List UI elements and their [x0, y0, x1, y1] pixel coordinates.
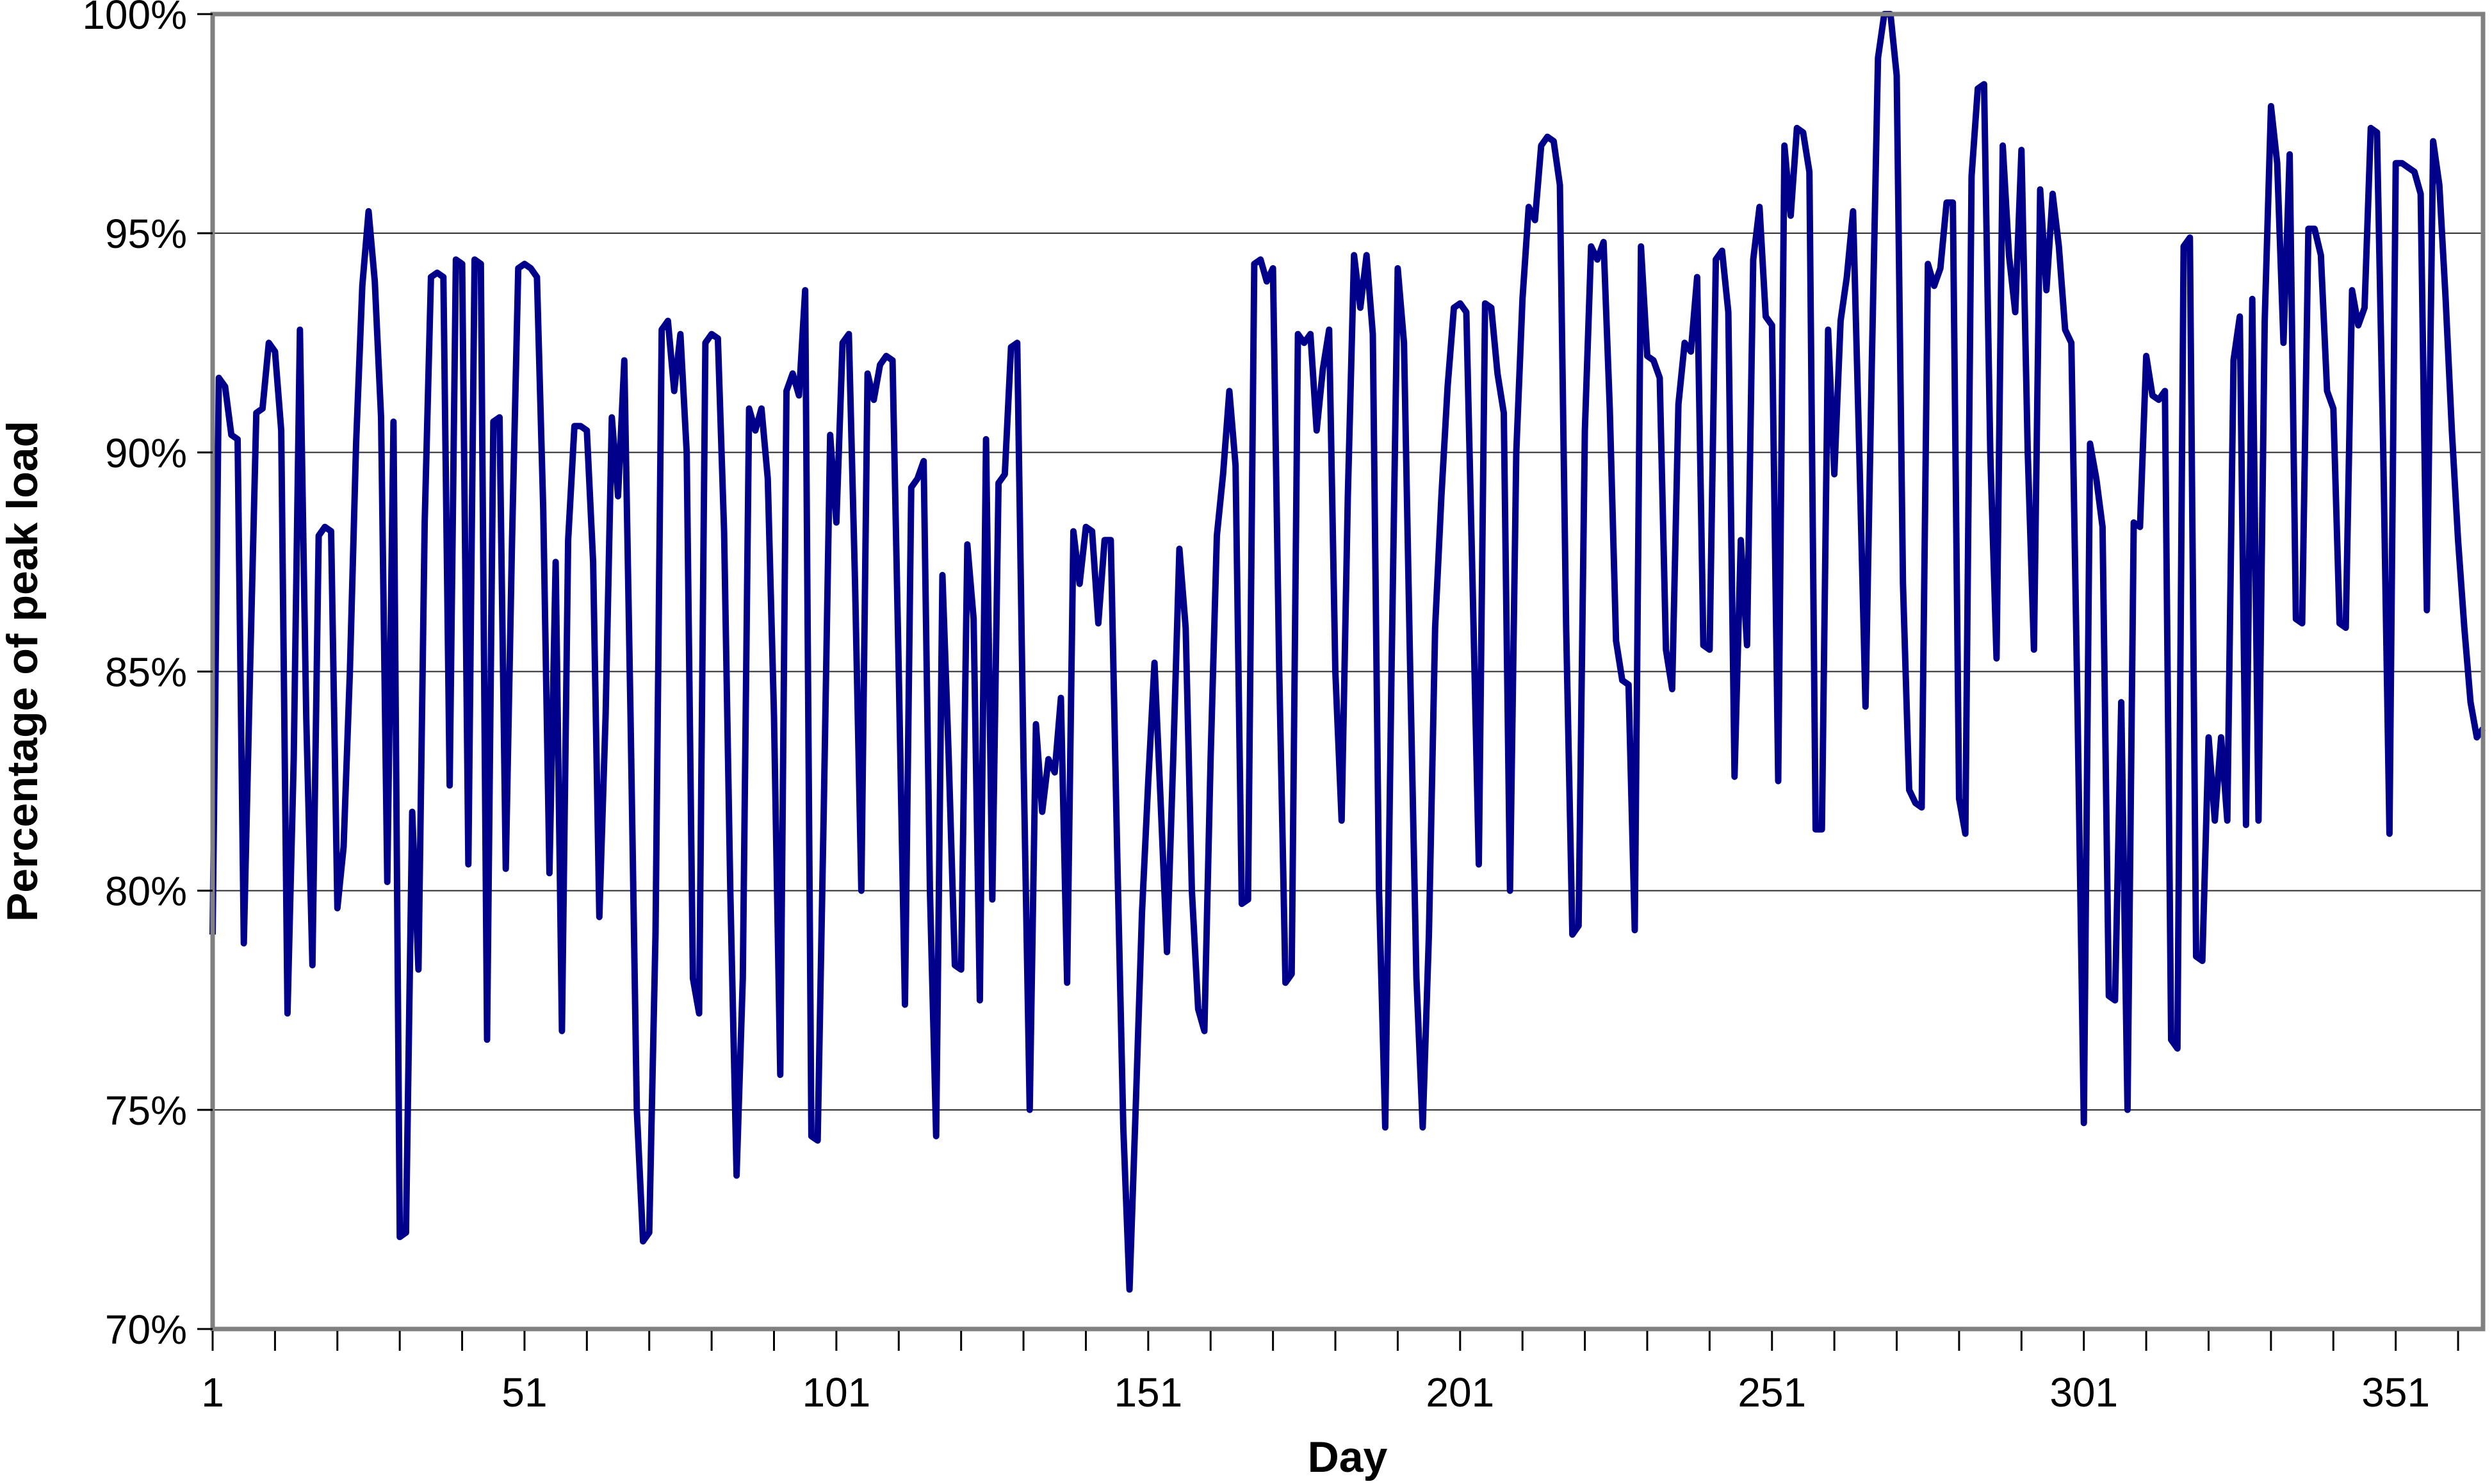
y-tick-label: 90% [105, 430, 187, 476]
x-tick-label: 301 [2049, 1369, 2118, 1415]
x-tick-label: 151 [1114, 1369, 1182, 1415]
y-tick-label: 70% [105, 1307, 187, 1353]
y-axis-ticks [197, 13, 213, 1330]
y-tick-label: 75% [105, 1088, 187, 1134]
x-tick-label: 201 [1426, 1369, 1494, 1415]
x-tick-label: 101 [802, 1369, 871, 1415]
x-axis-labels: 1 51 101 151 201 251 301 351 [201, 1369, 2430, 1415]
y-tick-label: 95% [105, 211, 187, 257]
y-tick-label: 80% [105, 868, 187, 915]
x-tick-label: 51 [501, 1369, 547, 1415]
x-tick-label: 351 [2361, 1369, 2430, 1415]
y-axis-labels: 70% 75% 80% 85% 90% 95% 100% [82, 0, 187, 1353]
load-series [209, 11, 2486, 1293]
x-axis-title: Day [1308, 1433, 1388, 1481]
y-axis-title: Percentage of peak load [0, 421, 47, 922]
x-tick-label: 251 [1738, 1369, 1806, 1415]
x-axis-ticks [211, 1331, 2459, 1351]
y-tick-label: 100% [82, 0, 187, 38]
x-tick-label: 1 [201, 1369, 224, 1415]
y-tick-label: 85% [105, 649, 187, 696]
load-series-line [209, 11, 2486, 1293]
